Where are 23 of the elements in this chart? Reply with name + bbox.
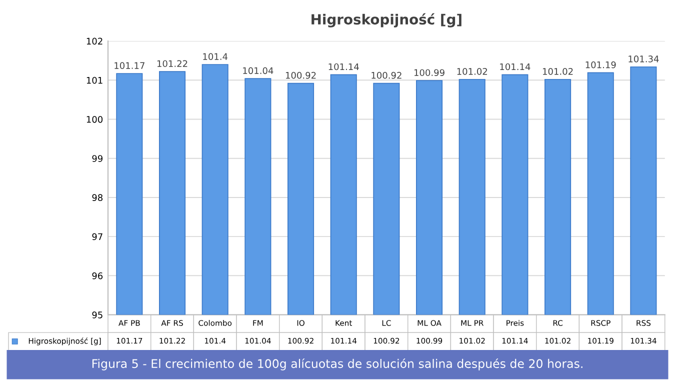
text: 101.22: [157, 60, 188, 68]
y-tick-label: 96: [92, 272, 103, 280]
chart-title: Higroskopijność [g]: [312, 13, 462, 28]
y-tick-label: 97: [92, 233, 102, 240]
text: 101.02: [542, 68, 573, 75]
text: 101.4: [203, 53, 228, 60]
y-tick-label: 100: [86, 116, 103, 123]
text: 101.02: [457, 68, 487, 75]
text: 100.92: [372, 72, 402, 79]
y-tick-label: 95: [92, 311, 102, 318]
text: 101.17: [114, 62, 144, 69]
text: 101.14: [328, 63, 359, 70]
text: 101.19: [586, 61, 616, 68]
text: 101.14: [500, 63, 530, 70]
text: Figura 5 - El crecimiento de 100g alícuotas de solución salina después de 20 horas.: [92, 358, 582, 370]
text: 101.04: [243, 67, 274, 74]
y-tick-label: 99: [92, 155, 103, 162]
text: 101.34: [628, 56, 659, 62]
text: 100.99: [414, 69, 444, 76]
text: 100.92: [286, 72, 316, 79]
y-tick-label: 101: [86, 76, 102, 84]
y-tick-label: 98: [92, 194, 103, 202]
y-tick-label: 102: [86, 38, 102, 45]
